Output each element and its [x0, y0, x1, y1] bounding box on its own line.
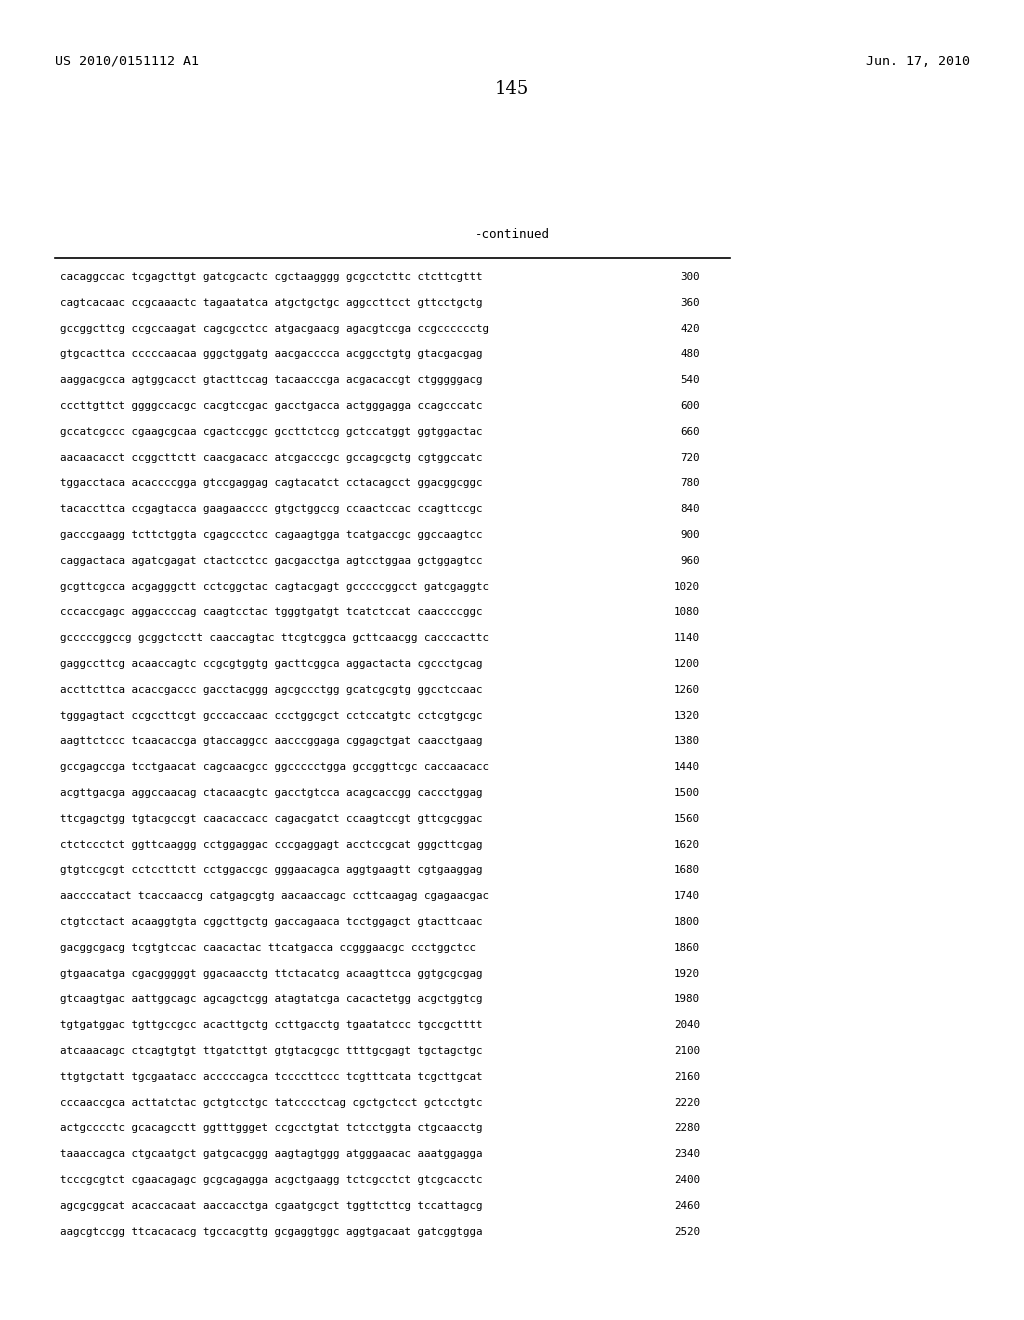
Text: 960: 960 — [681, 556, 700, 566]
Text: aaggacgcca agtggcacct gtacttccag tacaacccga acgacaccgt ctgggggacg: aaggacgcca agtggcacct gtacttccag tacaacc… — [60, 375, 482, 385]
Text: 2460: 2460 — [674, 1201, 700, 1210]
Text: gccgagccga tcctgaacat cagcaacgcc ggccccctgga gccggttcgc caccaacacc: gccgagccga tcctgaacat cagcaacgcc ggccccc… — [60, 762, 489, 772]
Text: 1080: 1080 — [674, 607, 700, 618]
Text: 1620: 1620 — [674, 840, 700, 850]
Text: 1740: 1740 — [674, 891, 700, 902]
Text: 2520: 2520 — [674, 1226, 700, 1237]
Text: 1020: 1020 — [674, 582, 700, 591]
Text: 1320: 1320 — [674, 710, 700, 721]
Text: 2400: 2400 — [674, 1175, 700, 1185]
Text: 1200: 1200 — [674, 659, 700, 669]
Text: cccaaccgca acttatctac gctgtcctgc tatcccctcag cgctgctcct gctcctgtc: cccaaccgca acttatctac gctgtcctgc tatcccc… — [60, 1098, 482, 1107]
Text: 2160: 2160 — [674, 1072, 700, 1082]
Text: 2220: 2220 — [674, 1098, 700, 1107]
Text: 600: 600 — [681, 401, 700, 411]
Text: gccatcgccc cgaagcgcaa cgactccggc gccttctccg gctccatggt ggtggactac: gccatcgccc cgaagcgcaa cgactccggc gccttct… — [60, 426, 482, 437]
Text: gtgtccgcgt cctccttctt cctggaccgc gggaacagca aggtgaagtt cgtgaaggag: gtgtccgcgt cctccttctt cctggaccgc gggaaca… — [60, 866, 482, 875]
Text: gtgcacttca cccccaacaa gggctggatg aacgacccca acggcctgtg gtacgacgag: gtgcacttca cccccaacaa gggctggatg aacgacc… — [60, 350, 482, 359]
Text: gaggccttcg acaaccagtc ccgcgtggtg gacttcggca aggactacta cgccctgcag: gaggccttcg acaaccagtc ccgcgtggtg gacttcg… — [60, 659, 482, 669]
Text: tgggagtact ccgccttcgt gcccaccaac ccctggcgct cctccatgtc cctcgtgcgc: tgggagtact ccgccttcgt gcccaccaac ccctggc… — [60, 710, 482, 721]
Text: accttcttca acaccgaccc gacctacggg agcgccctgg gcatcgcgtg ggcctccaac: accttcttca acaccgaccc gacctacggg agcgccc… — [60, 685, 482, 694]
Text: 900: 900 — [681, 531, 700, 540]
Text: ttgtgctatt tgcgaatacc acccccagca tccccttccc tcgtttcata tcgcttgcat: ttgtgctatt tgcgaatacc acccccagca tcccctt… — [60, 1072, 482, 1082]
Text: ctctccctct ggttcaaggg cctggaggac cccgaggagt acctccgcat gggcttcgag: ctctccctct ggttcaaggg cctggaggac cccgagg… — [60, 840, 482, 850]
Text: gtgaacatga cgacgggggt ggacaacctg ttctacatcg acaagttcca ggtgcgcgag: gtgaacatga cgacgggggt ggacaacctg ttctaca… — [60, 969, 482, 978]
Text: tggacctaca acaccccgga gtccgaggag cagtacatct cctacagcct ggacggcggc: tggacctaca acaccccgga gtccgaggag cagtaca… — [60, 478, 482, 488]
Text: aaccccatact tcaccaaccg catgagcgtg aacaaccagc ccttcaagag cgagaacgac: aaccccatact tcaccaaccg catgagcgtg aacaac… — [60, 891, 489, 902]
Text: US 2010/0151112 A1: US 2010/0151112 A1 — [55, 55, 199, 69]
Text: 420: 420 — [681, 323, 700, 334]
Text: agcgcggcat acaccacaat aaccacctga cgaatgcgct tggttcttcg tccattagcg: agcgcggcat acaccacaat aaccacctga cgaatgc… — [60, 1201, 482, 1210]
Text: Jun. 17, 2010: Jun. 17, 2010 — [866, 55, 970, 69]
Text: 840: 840 — [681, 504, 700, 515]
Text: 540: 540 — [681, 375, 700, 385]
Text: 1140: 1140 — [674, 634, 700, 643]
Text: 300: 300 — [681, 272, 700, 282]
Text: gtcaagtgac aattggcagc agcagctcgg atagtatcga cacactetgg acgctggtcg: gtcaagtgac aattggcagc agcagctcgg atagtat… — [60, 994, 482, 1005]
Text: 2340: 2340 — [674, 1150, 700, 1159]
Text: 1680: 1680 — [674, 866, 700, 875]
Text: atcaaacagc ctcagtgtgt ttgatcttgt gtgtacgcgc ttttgcgagt tgctagctgc: atcaaacagc ctcagtgtgt ttgatcttgt gtgtacg… — [60, 1045, 482, 1056]
Text: gcccccggccg gcggctcctt caaccagtac ttcgtcggca gcttcaacgg cacccacttc: gcccccggccg gcggctcctt caaccagtac ttcgtc… — [60, 634, 489, 643]
Text: 360: 360 — [681, 298, 700, 308]
Text: 660: 660 — [681, 426, 700, 437]
Text: 1260: 1260 — [674, 685, 700, 694]
Text: tgtgatggac tgttgccgcc acacttgctg ccttgacctg tgaatatccc tgccgctttt: tgtgatggac tgttgccgcc acacttgctg ccttgac… — [60, 1020, 482, 1030]
Text: cccttgttct ggggccacgc cacgtccgac gacctgacca actgggagga ccagcccatc: cccttgttct ggggccacgc cacgtccgac gacctga… — [60, 401, 482, 411]
Text: actgcccctc gcacagcctt ggtttggget ccgcctgtat tctcctggta ctgcaacctg: actgcccctc gcacagcctt ggtttggget ccgcctg… — [60, 1123, 482, 1134]
Text: gccggcttcg ccgccaagat cagcgcctcc atgacgaacg agacgtccga ccgcccccctg: gccggcttcg ccgccaagat cagcgcctcc atgacga… — [60, 323, 489, 334]
Text: 480: 480 — [681, 350, 700, 359]
Text: 145: 145 — [495, 81, 529, 98]
Text: ttcgagctgg tgtacgccgt caacaccacc cagacgatct ccaagtccgt gttcgcggac: ttcgagctgg tgtacgccgt caacaccacc cagacga… — [60, 814, 482, 824]
Text: 1380: 1380 — [674, 737, 700, 746]
Text: 1800: 1800 — [674, 917, 700, 927]
Text: cacaggccac tcgagcttgt gatcgcactc cgctaagggg gcgcctcttc ctcttcgttt: cacaggccac tcgagcttgt gatcgcactc cgctaag… — [60, 272, 482, 282]
Text: caggactaca agatcgagat ctactcctcc gacgacctga agtcctggaa gctggagtcc: caggactaca agatcgagat ctactcctcc gacgacc… — [60, 556, 482, 566]
Text: aagcgtccgg ttcacacacg tgccacgttg gcgaggtggc aggtgacaat gatcggtgga: aagcgtccgg ttcacacacg tgccacgttg gcgaggt… — [60, 1226, 482, 1237]
Text: 2280: 2280 — [674, 1123, 700, 1134]
Text: -continued: -continued — [474, 228, 550, 242]
Text: aacaacacct ccggcttctt caacgacacc atcgacccgc gccagcgctg cgtggccatc: aacaacacct ccggcttctt caacgacacc atcgacc… — [60, 453, 482, 462]
Text: 2040: 2040 — [674, 1020, 700, 1030]
Text: 1440: 1440 — [674, 762, 700, 772]
Text: 1920: 1920 — [674, 969, 700, 978]
Text: 1560: 1560 — [674, 814, 700, 824]
Text: gacccgaagg tcttctggta cgagccctcc cagaagtgga tcatgaccgc ggccaagtcc: gacccgaagg tcttctggta cgagccctcc cagaagt… — [60, 531, 482, 540]
Text: tcccgcgtct cgaacagagc gcgcagagga acgctgaagg tctcgcctct gtcgcacctc: tcccgcgtct cgaacagagc gcgcagagga acgctga… — [60, 1175, 482, 1185]
Text: 2100: 2100 — [674, 1045, 700, 1056]
Text: tacaccttca ccgagtacca gaagaacccc gtgctggccg ccaactccac ccagttccgc: tacaccttca ccgagtacca gaagaacccc gtgctgg… — [60, 504, 482, 515]
Text: gcgttcgcca acgagggctt cctcggctac cagtacgagt gcccccggcct gatcgaggtc: gcgttcgcca acgagggctt cctcggctac cagtacg… — [60, 582, 489, 591]
Text: cccaccgagc aggaccccag caagtcctac tgggtgatgt tcatctccat caaccccggc: cccaccgagc aggaccccag caagtcctac tgggtga… — [60, 607, 482, 618]
Text: taaaccagca ctgcaatgct gatgcacggg aagtagtggg atgggaacac aaatggagga: taaaccagca ctgcaatgct gatgcacggg aagtagt… — [60, 1150, 482, 1159]
Text: 1980: 1980 — [674, 994, 700, 1005]
Text: aagttctccc tcaacaccga gtaccaggcc aacccggaga cggagctgat caacctgaag: aagttctccc tcaacaccga gtaccaggcc aacccgg… — [60, 737, 482, 746]
Text: gacggcgacg tcgtgtccac caacactac ttcatgacca ccgggaacgc ccctggctcc: gacggcgacg tcgtgtccac caacactac ttcatgac… — [60, 942, 476, 953]
Text: 1860: 1860 — [674, 942, 700, 953]
Text: ctgtcctact acaaggtgta cggcttgctg gaccagaaca tcctggagct gtacttcaac: ctgtcctact acaaggtgta cggcttgctg gaccaga… — [60, 917, 482, 927]
Text: cagtcacaac ccgcaaactc tagaatatca atgctgctgc aggccttcct gttcctgctg: cagtcacaac ccgcaaactc tagaatatca atgctgc… — [60, 298, 482, 308]
Text: 1500: 1500 — [674, 788, 700, 799]
Text: 720: 720 — [681, 453, 700, 462]
Text: 780: 780 — [681, 478, 700, 488]
Text: acgttgacga aggccaacag ctacaacgtc gacctgtcca acagcaccgg caccctggag: acgttgacga aggccaacag ctacaacgtc gacctgt… — [60, 788, 482, 799]
